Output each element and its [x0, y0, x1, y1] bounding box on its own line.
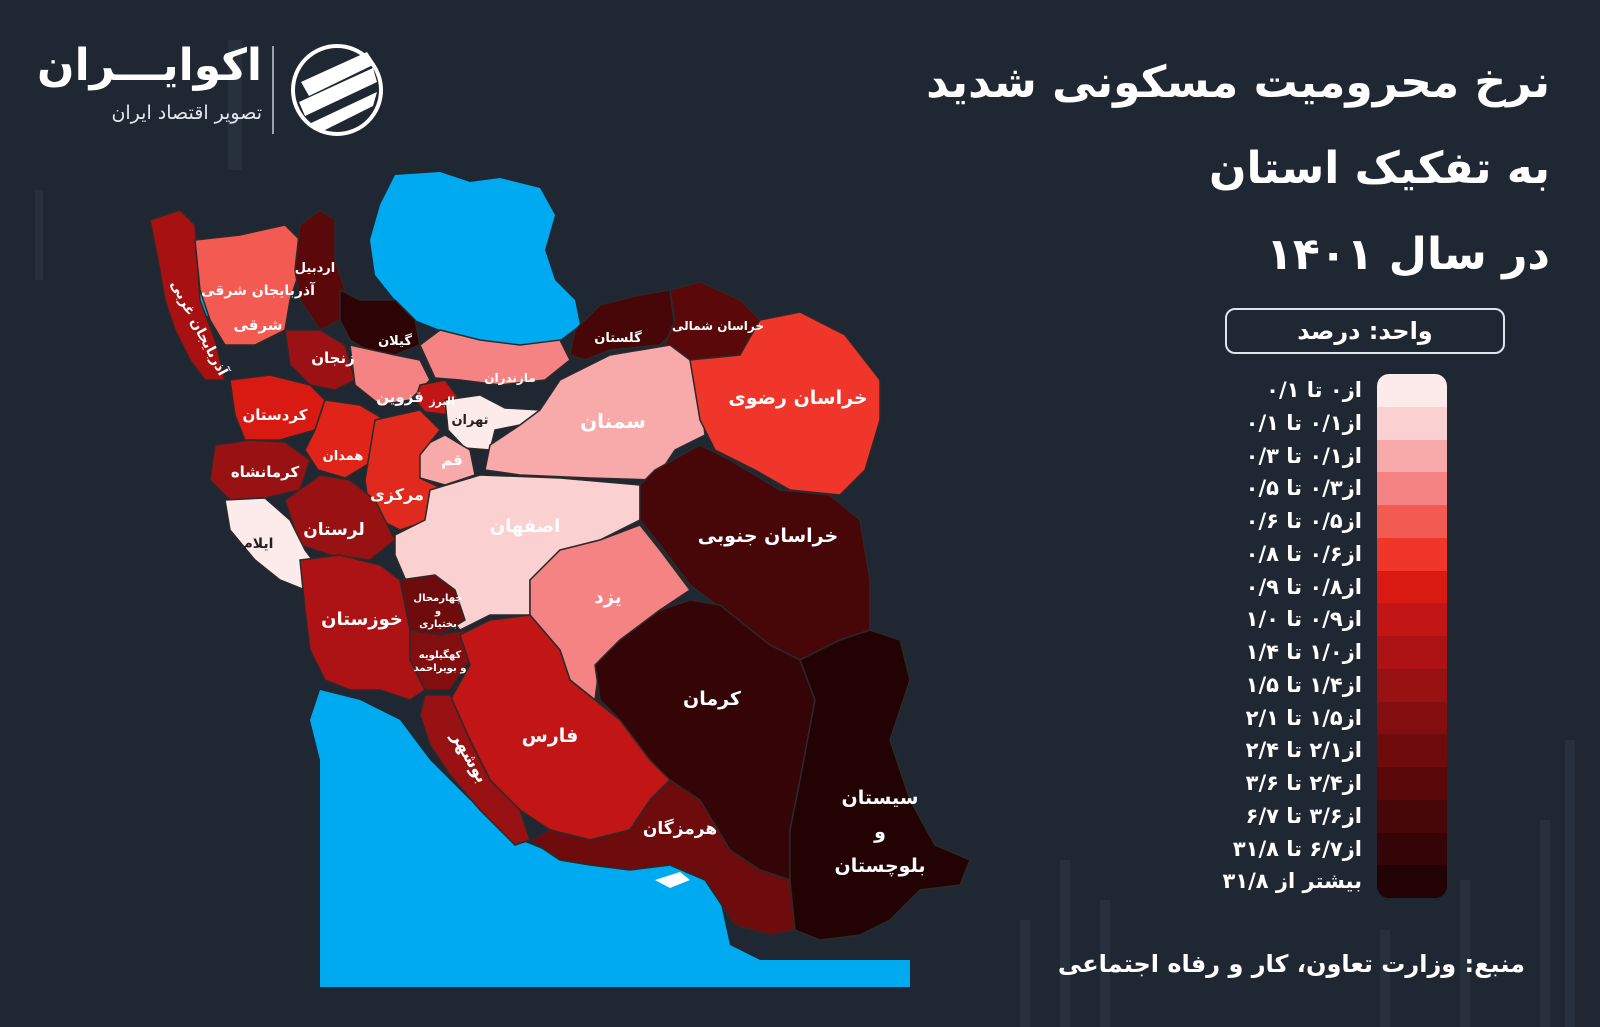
- title-line-1: نرخ محرومیت مسکونی شدید به تفکیک استان: [926, 57, 1550, 194]
- caspian-sea: [370, 172, 580, 345]
- label-razavi-khorasan: خراسان رضوی: [728, 387, 867, 409]
- legend-swatch: [1377, 865, 1447, 898]
- province-mazandaran: [419, 329, 571, 386]
- label-kurdistan: کردستان: [242, 406, 307, 424]
- legend-label: از۰/۹ تا ۱/۰: [1245, 607, 1362, 632]
- label-kerman: کرمان: [683, 688, 742, 710]
- title-line-2: در سال ۱۴۰۱: [1266, 229, 1550, 280]
- label-hormozgan: هرمزگان: [643, 818, 717, 839]
- province-kohgiluyeh-boyer-ahmad: [409, 629, 471, 691]
- qeshm-island: [655, 872, 690, 888]
- label-fars: فارس: [522, 725, 579, 747]
- legend-label: از۰/۵ تا ۰/۶: [1245, 509, 1362, 533]
- label-kohgiluyeh-boyer-ahmad-2: و بویراحمد: [414, 663, 467, 674]
- legend-swatch: [1377, 406, 1447, 441]
- legend-color-scale: [1377, 374, 1447, 898]
- label-south-khorasan: خراسان جنوبی: [698, 525, 838, 547]
- label-isfahan: اصفهان: [490, 516, 561, 537]
- ecoiran-swirl-logo-icon: [291, 44, 383, 136]
- legend-swatch: [1377, 832, 1447, 867]
- legend-swatch: [1377, 472, 1447, 506]
- legend-label: از۰/۸ تا ۰/۹: [1245, 574, 1362, 599]
- label-zanjan: زنجان: [311, 349, 355, 367]
- page-title: نرخ محرومیت مسکونی شدید به تفکیک استان د…: [910, 40, 1550, 298]
- label-alborz: البرز: [428, 395, 455, 408]
- label-sistan: سیستان: [842, 787, 919, 809]
- label-ilam: ایلام: [243, 536, 274, 552]
- logo-tagline: تصویر اقتصاد ایران: [111, 102, 262, 124]
- label-tehran: تهران: [451, 413, 488, 428]
- label-baluchestan: بلوچستان: [835, 855, 926, 877]
- province-gilan: [339, 288, 421, 356]
- legend-label: از۱/۵ تا ۲/۱: [1245, 705, 1362, 730]
- source-note: منبع: وزارت تعاون، کار و رفاه اجتماعی: [1057, 950, 1525, 978]
- legend-swatch: [1377, 636, 1447, 670]
- legend-label: از۰/۳ تا ۰/۵: [1245, 476, 1362, 501]
- province-khuzestan: [299, 554, 426, 701]
- province-sistan-baluchestan: [789, 629, 971, 941]
- label-kermanshah: کرمانشاه: [231, 463, 300, 481]
- label-north-khorasan: خراسان شمالی: [672, 319, 764, 333]
- label-mazandaran: مازندران: [484, 371, 536, 385]
- label-golestan: گلستان: [594, 330, 642, 346]
- label-qom: قم: [441, 451, 463, 469]
- legend-label: از۳/۶ تا ۶/۷: [1245, 803, 1362, 828]
- legend-swatch: [1377, 668, 1447, 703]
- legend-swatch: [1377, 374, 1447, 408]
- legend-swatch: [1377, 701, 1447, 736]
- legend-label: از۲/۴ تا ۳/۶: [1245, 771, 1362, 795]
- province-bushehr: [419, 694, 531, 846]
- legend-label: از۶/۷ تا ۳۱/۸: [1232, 836, 1362, 861]
- label-sistan-and: و: [873, 821, 886, 843]
- legend-label: از۲/۱ تا ۲/۴: [1245, 738, 1362, 763]
- legend-swatch: [1377, 767, 1447, 801]
- label-khuzestan: خوزستان: [321, 609, 403, 630]
- persian-gulf: [310, 690, 910, 987]
- legend-swatch: [1377, 439, 1447, 474]
- province-razavi-khorasan: [689, 311, 881, 496]
- province-east-azarbaijan: [194, 224, 301, 346]
- legend-label: از۱/۰ تا ۱/۴: [1245, 640, 1362, 664]
- legend-swatch: [1377, 734, 1447, 768]
- label-yazd: یزد: [594, 587, 621, 608]
- label-semnan: سمنان: [580, 409, 646, 433]
- legend-label: از۰/۱ تا ۰/۱: [1245, 410, 1362, 435]
- province-semnan: [484, 344, 706, 481]
- legend-label: از۰/۶ تا ۰/۸: [1245, 541, 1362, 566]
- label-lorestan: لرستان: [303, 520, 365, 540]
- label-kohgiluyeh-boyer-ahmad: کهگیلویه: [419, 648, 462, 661]
- label-qazvin: قزوین: [376, 388, 424, 406]
- label-gilan: گیلان: [378, 333, 412, 349]
- province-zanjan: [284, 329, 356, 391]
- label-ardabil: اردبیل: [295, 261, 335, 276]
- legend-label: از۰ تا ۰/۱: [1266, 378, 1362, 402]
- province-west-azarbaijan: [149, 209, 226, 381]
- logo-separator: [272, 46, 274, 134]
- legend-unit-label: واحد: درصد: [1225, 308, 1505, 354]
- logo-name: اکوایـــران: [37, 40, 262, 91]
- province-tehran: [444, 394, 543, 451]
- ecoiran-logo: اکوایـــران تصویر اقتصاد ایران: [37, 40, 402, 140]
- legend-swatch: [1377, 799, 1447, 834]
- label-hamadan: همدان: [323, 449, 364, 464]
- label-chaharmahal-bakhtiari: چهارمحال: [413, 593, 462, 604]
- legend-swatch: [1377, 537, 1447, 572]
- legend-label: از۰/۱ تا ۰/۳: [1245, 443, 1362, 468]
- legend-swatch: [1377, 505, 1447, 539]
- label-east-azarbaijan: آذربایجان شرقی: [201, 281, 316, 299]
- label-chaharmahal-bakhtiari-2: و: [434, 606, 441, 617]
- legend-label: بیشتر از ۳۱/۸: [1222, 869, 1363, 894]
- legend-swatch: [1377, 603, 1447, 637]
- legend-swatch: [1377, 570, 1447, 605]
- legend-label: از۱/۴ تا ۱/۵: [1245, 672, 1362, 697]
- label-markazi: مرکزی: [370, 485, 424, 504]
- label-east-azarbaijan-2: شرقی: [233, 316, 282, 334]
- label-chaharmahal-bakhtiari-3: بختیاری: [419, 619, 457, 630]
